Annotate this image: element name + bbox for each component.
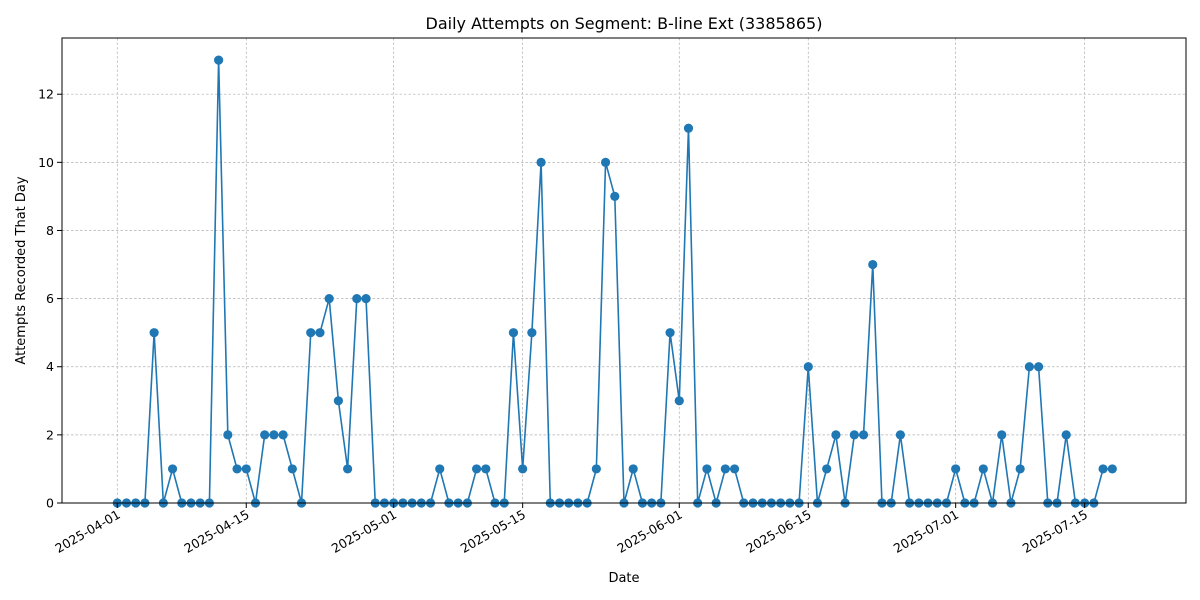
data-point xyxy=(269,430,279,440)
data-point xyxy=(278,430,288,440)
data-point xyxy=(720,464,730,474)
data-point xyxy=(1015,464,1025,474)
data-point xyxy=(527,328,537,338)
data-point xyxy=(849,430,859,440)
data-point xyxy=(951,464,961,474)
x-tick-label: 2025-05-01 xyxy=(329,507,399,556)
data-point xyxy=(674,396,684,406)
data-point xyxy=(435,464,445,474)
chart-title: Daily Attempts on Segment: B-line Ext (3… xyxy=(426,14,823,33)
data-point xyxy=(508,328,519,338)
y-tick-label: 10 xyxy=(38,155,54,170)
data-point xyxy=(683,123,694,133)
y-tick-label: 8 xyxy=(46,223,54,238)
x-tick-label: 2025-04-01 xyxy=(52,507,122,556)
data-point xyxy=(665,328,675,338)
data-point xyxy=(822,464,832,474)
data-point xyxy=(536,157,546,167)
y-tick-label: 0 xyxy=(46,496,54,511)
data-point xyxy=(729,464,740,474)
x-tick-label: 2025-06-15 xyxy=(743,507,813,556)
data-point xyxy=(306,328,316,338)
data-point xyxy=(352,294,362,304)
data-point xyxy=(702,464,712,474)
data-point xyxy=(803,362,813,372)
data-point xyxy=(600,157,611,167)
y-tick-label: 4 xyxy=(46,359,54,374)
data-point xyxy=(214,55,224,65)
axes: 0 2 4 6 8 10 12 2025-04-01 2025-04-15 2025-05-01 2… xyxy=(38,87,1090,556)
plot-frame xyxy=(61,37,1187,504)
y-tick-label: 12 xyxy=(38,87,54,102)
data-point xyxy=(1033,362,1044,372)
data-point xyxy=(167,464,178,474)
data-point xyxy=(868,259,878,270)
data-point xyxy=(287,464,297,474)
data-point xyxy=(610,191,620,202)
data-point xyxy=(333,396,343,406)
y-tick-label: 2 xyxy=(46,427,54,442)
x-tick-label: 2025-05-15 xyxy=(458,507,528,556)
data-point xyxy=(149,328,159,338)
data-point xyxy=(895,430,905,440)
data-point xyxy=(591,464,601,474)
data-point xyxy=(223,430,233,440)
data-point xyxy=(518,464,528,474)
data-point xyxy=(1024,362,1034,372)
x-tick-label: 2025-07-15 xyxy=(1020,507,1090,556)
x-tick-label: 2025-06-01 xyxy=(614,507,684,556)
data-point xyxy=(1098,464,1108,474)
data-point xyxy=(324,294,334,304)
data-point xyxy=(343,464,353,474)
data-point xyxy=(241,464,251,474)
x-tick-label: 2025-07-01 xyxy=(891,507,961,556)
data-point xyxy=(481,464,491,474)
data-point xyxy=(997,430,1007,440)
data-point xyxy=(978,464,988,474)
data-point xyxy=(1107,464,1117,474)
data-point xyxy=(858,430,869,440)
y-axis-title: Attempts Recorded That Day xyxy=(14,176,29,364)
data-point xyxy=(315,328,325,338)
data-point xyxy=(260,430,270,440)
data-point xyxy=(831,430,841,440)
x-tick-label: 2025-04-15 xyxy=(181,507,251,556)
x-axis-title: Date xyxy=(608,571,639,586)
data-point xyxy=(471,464,482,474)
data-point xyxy=(361,294,371,304)
data-point xyxy=(628,464,638,474)
data-point xyxy=(1061,430,1071,440)
data-series xyxy=(112,55,1117,508)
y-tick-label: 6 xyxy=(46,291,54,306)
data-point xyxy=(232,464,242,474)
